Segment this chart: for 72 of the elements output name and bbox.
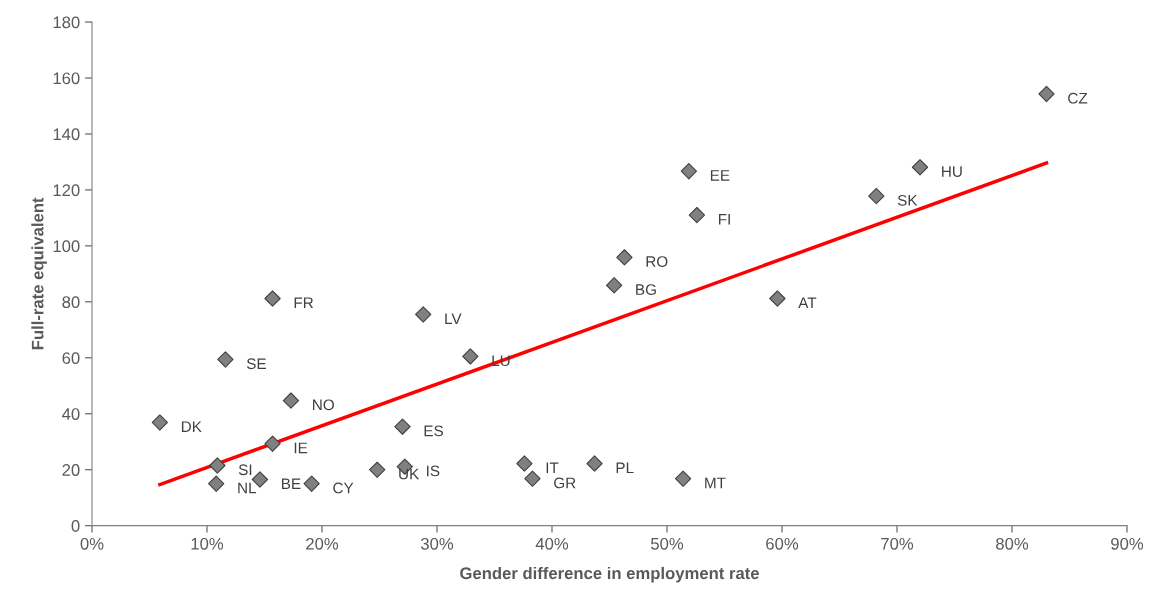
annotation: AT [798, 297, 817, 308]
x-tick-label: 90% [1111, 537, 1144, 550]
point [868, 187, 885, 205]
annotation: EE [710, 170, 730, 181]
annotation: SK [897, 194, 918, 206]
point [616, 249, 633, 266]
y-tick-label: 160 [53, 72, 80, 85]
y-tick-label: 80 [62, 296, 80, 309]
point [680, 163, 698, 180]
annotation: LU [492, 355, 510, 367]
point [524, 470, 541, 487]
annotation: UK [399, 468, 420, 480]
annotation: GR [554, 477, 576, 489]
y-tick-label: 0 [71, 520, 80, 532]
point [209, 457, 226, 474]
point [282, 392, 300, 409]
x-tick-label: 40% [535, 537, 569, 550]
x-tick-label: 30% [420, 537, 454, 550]
point [516, 455, 533, 472]
annotation: PL [616, 462, 634, 474]
point [769, 290, 786, 307]
annotation: LV [445, 313, 462, 324]
point [462, 348, 479, 365]
x-tick-label: 20% [306, 537, 339, 550]
point [303, 475, 320, 492]
point [586, 455, 603, 472]
point [415, 306, 432, 323]
annotation: IT [546, 462, 559, 474]
x-tick-label: 60% [766, 537, 799, 550]
annotation: HU [942, 166, 962, 177]
annotation: FI [718, 214, 730, 225]
y-tick-label: 20 [62, 464, 80, 476]
point [688, 206, 706, 224]
y-tick-label: 120 [53, 184, 80, 197]
annotation: SE [246, 358, 266, 370]
y-tick-label: 140 [53, 128, 80, 141]
x-tick-label: 80% [996, 537, 1029, 550]
point [264, 435, 281, 452]
x-axis-title: Gender difference in employment rate [460, 566, 759, 583]
point [369, 461, 386, 478]
annotation: ES [424, 425, 444, 437]
annotation: RO [646, 256, 668, 268]
annotation: IE [294, 442, 308, 454]
annotation: NO [313, 399, 334, 411]
point [264, 290, 281, 307]
y-tick-label: 180 [53, 16, 80, 29]
point [217, 351, 234, 368]
annotation: CY [333, 482, 354, 494]
annotation: MT [705, 477, 726, 489]
x-tick-label: 10% [191, 537, 224, 550]
annotation: CZ [1068, 92, 1088, 104]
point [208, 475, 225, 492]
y-tick-label: 100 [53, 240, 80, 253]
annotation: SI [238, 464, 252, 476]
point [151, 414, 169, 431]
x-tick-label: 70% [881, 537, 914, 550]
annotation: IS [427, 465, 440, 477]
y-tick-label: 40 [62, 408, 80, 420]
annotation: NL [238, 482, 257, 494]
y-tick-label: 60 [62, 352, 80, 364]
y-axis-title: Full-rate equivalent [31, 197, 47, 350]
x-tick-label: 50% [650, 537, 684, 550]
point [605, 277, 623, 294]
annotation: BG [636, 284, 656, 295]
x-tick-label: 0% [80, 537, 104, 550]
point [674, 470, 692, 487]
point [1038, 85, 1055, 103]
annotation: DK [181, 421, 202, 432]
annotation: FR [294, 297, 314, 308]
point [394, 418, 411, 435]
point [911, 159, 929, 176]
annotation: BE [281, 478, 301, 490]
